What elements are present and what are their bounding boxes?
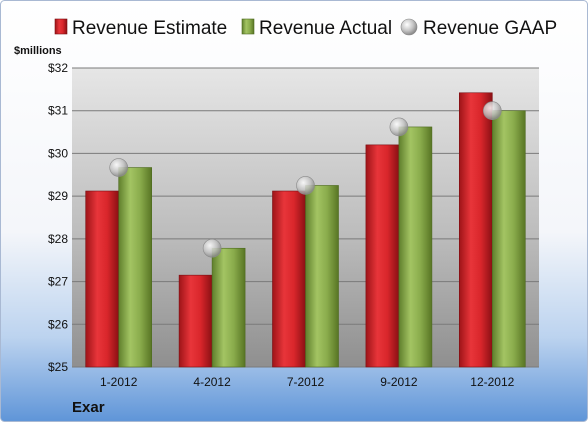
y-tick-label: $31	[48, 104, 68, 118]
x-tick-label: 12-2012	[470, 375, 514, 389]
company-name: Exar	[72, 399, 105, 416]
x-tick-label: 1-2012	[100, 375, 138, 389]
bar-estimate	[458, 92, 493, 368]
bar-actual	[118, 167, 152, 368]
y-tick-label: $26	[48, 317, 68, 331]
x-tick-label: 7-2012	[287, 375, 325, 389]
gaap-marker	[109, 158, 128, 177]
y-tick-label: $29	[48, 189, 68, 203]
bar-actual	[398, 126, 433, 368]
legend-label-gaap: Revenue GAAP	[423, 18, 557, 39]
bar-actual	[491, 110, 526, 368]
bar-estimate	[272, 190, 306, 368]
gaap-marker	[389, 117, 409, 137]
gaap-marker	[482, 101, 502, 121]
bar-estimate	[178, 274, 213, 368]
bars	[85, 92, 526, 368]
y-axis-label: $millions	[14, 45, 62, 57]
x-tick-label: 9-2012	[380, 375, 418, 389]
bar-estimate	[365, 144, 400, 368]
legend-label-estimate: Revenue Estimate	[72, 18, 227, 39]
y-tick-label: $25	[48, 360, 68, 374]
gaap-marker	[296, 176, 315, 195]
y-tick-label: $32	[48, 61, 68, 75]
bar-actual	[305, 185, 339, 368]
legend-item-gaap: Revenue GAAP	[400, 18, 557, 39]
legend-swatch-estimate	[54, 18, 68, 35]
y-tick-label: $27	[48, 275, 68, 289]
legend-marker-gaap	[400, 18, 418, 36]
legend-item-estimate: Revenue Estimate	[54, 18, 227, 39]
legend-swatch-actual	[241, 18, 255, 35]
y-tick-label: $30	[48, 146, 68, 160]
gaap-markers	[109, 101, 502, 258]
x-axis-ticks: 1-2012 4-2012 7-2012 9-2012 12-2012	[100, 375, 515, 389]
gaap-marker	[202, 238, 222, 258]
legend: Revenue Estimate Revenue Actual Revenue …	[54, 18, 557, 39]
y-axis-ticks: $25 $26 $27 $28 $29 $30 $31 $32	[48, 61, 68, 374]
bar-estimate	[85, 190, 119, 368]
legend-item-actual: Revenue Actual	[241, 18, 392, 39]
x-tick-label: 4-2012	[193, 375, 231, 389]
y-tick-label: $28	[48, 232, 68, 246]
bar-actual	[211, 247, 246, 368]
legend-label-actual: Revenue Actual	[259, 18, 392, 39]
